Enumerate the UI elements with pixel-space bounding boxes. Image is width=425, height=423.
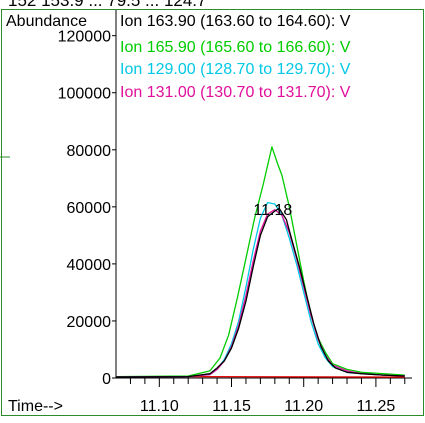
series-line-4 [188, 375, 405, 378]
series-line-0 [115, 207, 405, 378]
x-tick-label: 11.25 [356, 398, 395, 415]
x-axis-label: Time--> [8, 398, 63, 415]
axis-ticks: 0 20000 40000 60000 80000 100000 120000 11.10 11… [58, 29, 406, 415]
y-axis-label: Abundance [6, 13, 87, 30]
y-tick-label: 40000 [67, 257, 112, 274]
peak-label: 11.18 [253, 202, 292, 219]
legend-entry: Ion 165.90 (165.60 to 166.60): V [120, 39, 351, 56]
x-tick-label: 11.20 [284, 398, 323, 415]
x-tick-label: 11.10 [140, 398, 179, 415]
y-tick-label: 20000 [67, 314, 112, 331]
legend-entry: Ion 131.00 (130.70 to 131.70): V [120, 84, 351, 101]
series-line-1 [115, 146, 405, 378]
x-tick-label: 11.15 [212, 398, 251, 415]
series-group [115, 146, 405, 378]
legend-entry: Ion 163.90 (163.60 to 164.60): V [120, 13, 351, 30]
y-tick-label: 0 [102, 371, 111, 388]
y-tick-label: 60000 [67, 200, 112, 217]
legend-entry: Ion 129.00 (128.70 to 129.70): V [120, 61, 351, 78]
panel-border [1, 9, 424, 416]
legend: Ion 163.90 (163.60 to 164.60): V Ion 165.… [120, 9, 425, 416]
y-tick-label: 120000 [58, 29, 111, 46]
header-fragment: 152 153.9 ... 79.5 ... 124.7 [8, 0, 207, 10]
y-tick-label: 80000 [67, 143, 112, 160]
y-tick-label: 100000 [58, 86, 111, 103]
